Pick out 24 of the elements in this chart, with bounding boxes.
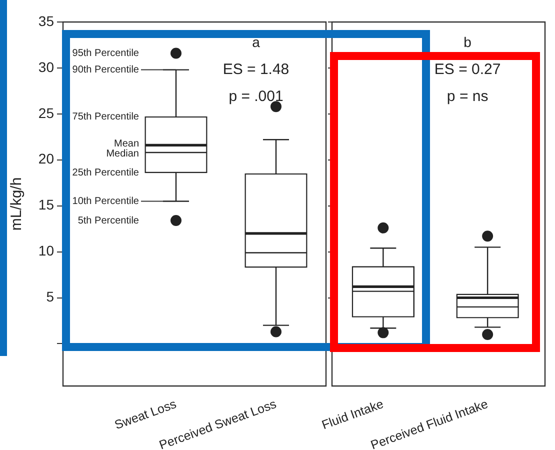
annotation: Mean [114,138,139,150]
y-tick-label: 15 [38,196,54,213]
annotation: p = .001 [228,88,284,106]
x-tick-label: Fluid Intake [320,396,386,432]
annotation: Median [106,148,139,160]
y-tick-label: 5 [46,288,54,305]
x-tick-label: Sweat Loss [112,396,178,432]
annotation: 75th Percentile [72,111,140,122]
y-tick-label: 30 [38,58,54,75]
annotation: 90th Percentile [72,64,140,76]
annotation: p = ns [446,88,488,106]
annotation: 25th Percentile [72,167,140,178]
annotation: 5th Percentile [78,215,140,226]
y-tick-label: 35 [38,12,54,29]
annotation: 10th Percentile [72,196,140,207]
annotation: 95th Percentile [72,48,140,60]
y-tick-label: 10 [38,242,54,259]
y-axis-title: mL/kg/h [8,177,26,231]
y-tick-label: 25 [38,104,54,121]
annotation: ES = 1.48 [222,61,290,78]
annotation: ES = 0.27 [434,61,501,78]
annotation: a [252,34,260,50]
y-tick-label: 20 [38,150,54,167]
annotation: b [464,34,472,50]
